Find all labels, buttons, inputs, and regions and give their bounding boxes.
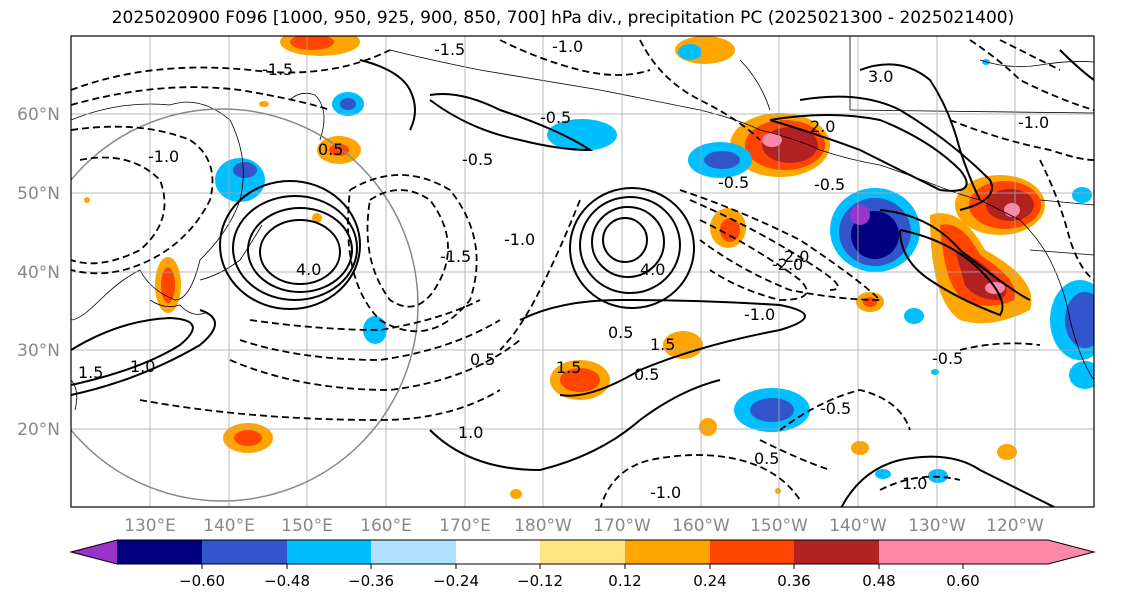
colorbar-segment (456, 540, 540, 564)
latitude-labels: 60°N 50°N 40°N 30°N 20°N (17, 105, 60, 440)
lon-label: 170°E (439, 516, 491, 536)
lon-label: 140°E (203, 516, 255, 536)
lon-label: 160°E (360, 516, 412, 536)
contour-label: -1.0 (504, 230, 535, 249)
lon-label: 130°W (908, 516, 966, 536)
contour-label: -1.0 (148, 147, 179, 166)
colorbar-tick: 0.24 (693, 572, 726, 590)
contour-label: -1.0 (744, 305, 775, 324)
contour-label: -1.0 (1018, 113, 1049, 132)
contour-label: -0.5 (718, 173, 749, 192)
colorbar (69, 539, 1096, 565)
lat-label: 20°N (17, 420, 60, 440)
lat-label: 30°N (17, 341, 60, 361)
contour-label: -0.5 (814, 175, 845, 194)
contour-label: 1.5 (650, 335, 675, 354)
lat-label: 50°N (17, 184, 60, 204)
contour-label: -1.0 (552, 37, 583, 56)
solid-contours (71, 49, 1094, 507)
contour-label: -0.5 (540, 108, 571, 127)
lat-label: 40°N (17, 263, 60, 283)
dashed-contours (71, 39, 1094, 507)
contour-label: 0.5 (754, 449, 779, 468)
map-frame (70, 35, 1095, 508)
colorbar-tick: −0.12 (517, 572, 563, 590)
contour-label: 1.0 (458, 423, 483, 442)
colorbar-tick: −0.36 (348, 572, 394, 590)
colorbar-segment (540, 540, 625, 564)
contour-label: 0.5 (634, 365, 659, 384)
contour-label: 4.0 (296, 260, 321, 279)
colorbar-tick: 0.60 (946, 572, 979, 590)
contour-label: 1.0 (902, 474, 927, 493)
contour-label: -1.5 (262, 60, 293, 79)
contour-label: -0.5 (932, 349, 963, 368)
colorbar-segment (371, 540, 456, 564)
contour-label: 1.5 (78, 363, 103, 382)
map-title: 2025020900 F096 [1000, 950, 925, 900, 85… (111, 8, 1015, 28)
colorbar-tick: 0.12 (608, 572, 641, 590)
contour-label: -2.0 (772, 255, 803, 274)
contour-label: -0.5 (820, 399, 851, 418)
contour-label: 0.5 (470, 350, 495, 369)
lon-label: 150°E (281, 516, 333, 536)
contour-label: -0.5 (462, 150, 493, 169)
longitude-labels: 130°E 140°E 150°E 160°E 170°E 180°W 170°… (124, 516, 1044, 536)
colorbar-max-extend (963, 540, 1094, 564)
colorbar-segment (710, 540, 794, 564)
lon-label: 120°W (986, 516, 1044, 536)
lon-label: 130°E (124, 516, 176, 536)
colorbar-segment (117, 540, 202, 564)
lon-label: 140°W (829, 516, 887, 536)
lon-label: 180°W (514, 516, 572, 536)
coastlines (71, 36, 1094, 411)
contour-label: -1.0 (650, 483, 681, 502)
graticule (71, 36, 1094, 507)
colorbar-tick: −0.24 (433, 572, 479, 590)
contour-label: -1.5 (434, 40, 465, 59)
lon-label: 170°W (593, 516, 651, 536)
contour-label: 0.5 (318, 140, 343, 159)
contour-label: 1.0 (130, 357, 155, 376)
colorbar-tick: 0.48 (862, 572, 895, 590)
contour-label: 3.0 (868, 67, 893, 86)
contour-label: 0.5 (608, 323, 633, 342)
contour-label: 1.5 (556, 358, 581, 377)
colorbar-min-extend (71, 540, 117, 564)
colorbar-tick: −0.48 (264, 572, 310, 590)
colorbar-tick: −0.60 (179, 572, 225, 590)
colorbar-outline (69, 539, 1096, 565)
colorbar-segment (202, 540, 287, 564)
colorbar-tick: 0.36 (777, 572, 810, 590)
colorbar-tick-labels: −0.60 −0.48 −0.36 −0.24 −0.12 0.12 0.24 … (179, 564, 980, 590)
colorbar-segment (625, 540, 710, 564)
range-circle (71, 108, 419, 502)
colorbar-segment (794, 540, 879, 564)
contour-label: 2.0 (784, 247, 809, 266)
lat-label: 60°N (17, 105, 60, 125)
lon-label: 150°W (750, 516, 808, 536)
lon-label: 160°W (672, 516, 730, 536)
contour-label: -1.5 (440, 247, 471, 266)
contour-labels: 4.0 4.0 3.0 2.0 2.0 1.5 1.5 1.0 1.0 0.5 … (78, 37, 1049, 502)
colorbar-segment (287, 540, 371, 564)
colorbar-segment (879, 540, 963, 564)
contour-label: 4.0 (640, 260, 665, 279)
contour-label: 2.0 (810, 117, 835, 136)
